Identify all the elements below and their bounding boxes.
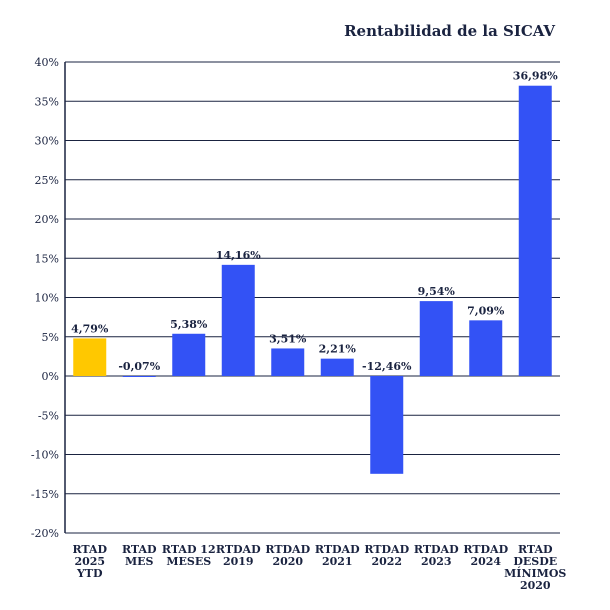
data-label: 14,16% [216,249,261,262]
data-label: -0,07% [118,360,160,373]
y-tick-label: 40% [35,56,59,69]
x-category-label: YTD [76,567,103,580]
x-category-label: RTAD 12 [162,543,216,556]
x-category-label: 2024 [470,555,501,568]
x-category-label: RTAD [72,543,107,556]
data-label: 9,54% [418,285,456,298]
y-axis-ticks: 40% 35% 30% 25% 20% 15% 10% 5% 0% -5% -10% -15% -20% [31,56,59,540]
y-tick-label: 20% [35,213,59,226]
y-tick-label: 30% [35,135,59,148]
x-category-label: RTDAD [414,543,459,556]
x-category-label: 2019 [223,555,254,568]
bar [172,333,206,376]
data-labels: 4,79% -0,07% 5,38% 14,16% 3,51% 2,21% -12,46% 9… [71,70,558,373]
y-tick-label: 0% [42,370,59,383]
bar [73,338,107,376]
y-tick-label: -10% [31,449,59,462]
x-category-label: RTAD [122,543,157,556]
bar [122,376,156,377]
data-label: 7,09% [467,304,505,317]
bar [221,264,255,376]
bar [469,320,503,376]
y-tick-label: 25% [35,174,59,187]
x-category-label: RTDAD [265,543,310,556]
data-label: 4,79% [71,322,109,335]
y-tick-label: -5% [38,409,59,422]
x-category-label: DESDE [513,555,557,568]
y-tick-label: 5% [42,331,59,344]
data-label: -12,46% [362,360,412,373]
data-label: 5,38% [170,318,208,331]
bar [419,301,453,376]
bar [320,358,354,376]
x-category-label: RTDAD [364,543,409,556]
grid [65,61,560,534]
y-tick-label: 35% [35,95,59,108]
y-tick-label: 15% [35,252,59,265]
bar [370,376,404,474]
y-tick-label: 10% [35,292,59,305]
x-category-label: MÍNIMOS [504,566,566,580]
x-category-label: MES [125,555,154,568]
x-category-label: 2021 [322,555,353,568]
x-category-label: 2020 [520,579,551,592]
x-category-label: 2022 [371,555,402,568]
x-category-label: RTDAD [315,543,360,556]
data-label: 2,21% [319,343,357,356]
x-category-label: RTDAD [463,543,508,556]
bar [518,85,552,376]
data-label: 3,51% [269,332,307,345]
bar [271,348,305,376]
x-category-label: 2023 [421,555,452,568]
chart-title: Rentabilidad de la SICAV [344,22,555,40]
y-tick-label: -15% [31,488,59,501]
x-category-label: 2025 [74,555,105,568]
x-category-label: 2020 [272,555,303,568]
x-category-label: RTDAD [216,543,261,556]
bars [73,85,552,474]
y-tick-label: -20% [31,527,59,540]
x-category-label: RTAD [518,543,553,556]
x-category-label: MESES [166,555,211,568]
data-label: 36,98% [513,70,558,83]
